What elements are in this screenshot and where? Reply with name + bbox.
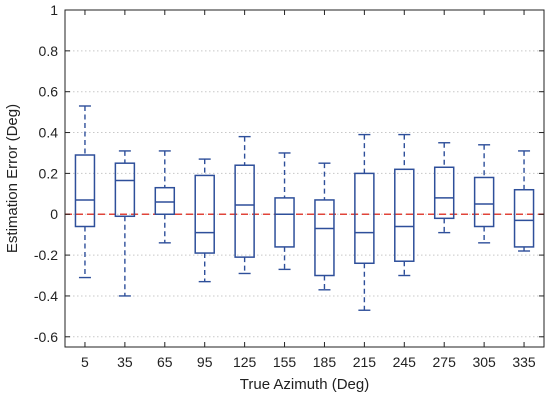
box-iqr [74, 154, 96, 228]
x-tick-label: 35 [117, 354, 133, 370]
y-tick-label: 0.8 [39, 43, 59, 59]
box-305 [473, 144, 495, 244]
box-iqr [154, 186, 176, 215]
x-tick-label: 245 [393, 354, 417, 370]
x-tick-label: 95 [197, 354, 213, 370]
x-tick-label: 185 [313, 354, 337, 370]
box-65 [154, 150, 176, 244]
grid [65, 9, 544, 338]
box-245 [394, 133, 415, 277]
box-iqr [194, 174, 215, 254]
y-tick-label: 0.4 [39, 125, 59, 141]
y-tick-label: -0.4 [34, 288, 58, 304]
box-185 [314, 162, 335, 291]
box-215 [354, 133, 375, 311]
y-axis-label: Estimation Error (Deg) [4, 104, 21, 253]
box-5 [74, 105, 96, 279]
box-155 [274, 152, 295, 271]
x-tick-label: 305 [472, 354, 496, 370]
y-tick-label: 1 [50, 2, 58, 18]
box-275 [433, 142, 455, 234]
y-tick-label: 0.6 [39, 84, 59, 100]
box-iqr [234, 164, 255, 258]
box-95 [194, 158, 215, 283]
box-335 [513, 150, 535, 252]
box-iqr [433, 166, 455, 220]
x-tick-label: 5 [81, 354, 89, 370]
y-tick-label: 0 [50, 206, 58, 222]
x-tick-label: 275 [433, 354, 457, 370]
box-iqr [473, 176, 495, 228]
y-tick-label: -0.2 [34, 247, 58, 263]
box-35 [114, 150, 136, 297]
box-125 [234, 135, 255, 275]
box-iqr [274, 197, 295, 248]
y-axis-ticks: -0.6 -0.4 -0.2 0 0.2 0.4 0.6 0.8 1 [34, 2, 544, 345]
x-tick-label: 125 [233, 354, 257, 370]
x-tick-label: 335 [512, 354, 536, 370]
plot-area-frame [64, 9, 545, 348]
boxes [74, 105, 535, 311]
x-tick-label: 215 [353, 354, 377, 370]
y-tick-label: -0.6 [34, 329, 58, 345]
y-tick-label: 0.2 [39, 165, 59, 181]
x-tick-label: 155 [273, 354, 297, 370]
box-iqr [354, 172, 375, 265]
box-iqr [114, 162, 136, 218]
box-iqr [513, 188, 535, 248]
box-iqr [394, 168, 415, 262]
x-axis-label: True Azimuth (Deg) [240, 376, 370, 393]
x-tick-label: 65 [157, 354, 173, 370]
x-axis-ticks: 5 35 65 95 125 155 185 215 245 275 305 335 [81, 10, 536, 370]
box-iqr [314, 199, 335, 277]
